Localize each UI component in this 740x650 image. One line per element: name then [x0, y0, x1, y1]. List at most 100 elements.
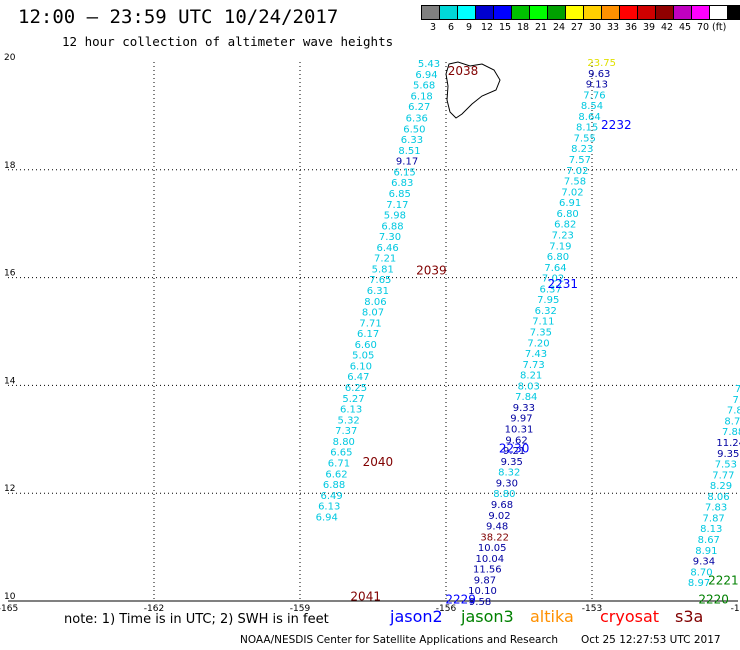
footer-note: note: 1) Time is in UTC; 2) SWH is in fe…: [64, 612, 329, 627]
wave-height-value: 6.83: [391, 178, 413, 189]
wave-height-value: 8.32: [498, 468, 520, 479]
wave-height-value: 7.8: [735, 384, 740, 395]
color-scale-swatch: [475, 5, 495, 20]
wave-height-value: 6.60: [355, 340, 377, 351]
wave-height-value: 7.95: [537, 295, 559, 306]
wave-height-value: 8.54: [581, 101, 603, 112]
wave-height-value: 8.80: [333, 437, 355, 448]
x-tick-label: -159: [290, 604, 311, 614]
wave-height-value: 38.22: [480, 532, 509, 543]
page-title: 12:00 – 23:59 UTC 10/24/2017: [18, 6, 339, 28]
wave-height-value: 6.71: [328, 458, 350, 469]
wave-height-value: 8.15: [576, 123, 598, 134]
color-scale-label: 9: [465, 22, 473, 33]
pass-time-label: 2221: [708, 573, 739, 587]
wave-height-value: 7.65: [369, 275, 391, 286]
wave-height-value: 5.81: [372, 264, 394, 275]
pass-time-label: 2041: [350, 590, 381, 604]
wave-height-value: 11.56: [473, 565, 502, 576]
wave-height-value: 6.15: [394, 167, 416, 178]
color-scale-label: 15: [498, 22, 512, 33]
color-scale-label: 3: [429, 22, 437, 33]
wave-height-value: 10.05: [478, 543, 507, 554]
wave-height-value: 6.94: [415, 70, 437, 81]
wave-height-value: 7.84: [515, 392, 537, 403]
wave-height-value: 6.13: [340, 405, 362, 416]
wave-height-value: 7.11: [532, 317, 554, 328]
wave-height-value: 23.75: [587, 58, 616, 69]
color-scale-swatch: [637, 5, 657, 20]
wave-height-value: 7.55: [574, 133, 596, 144]
wave-height-value: 7.88: [722, 427, 740, 438]
wave-height-value: 7.58: [564, 177, 586, 188]
wave-height-value: 7.37: [335, 426, 357, 437]
generated-timestamp: Oct 25 12:27:53 UTC 2017: [581, 634, 721, 646]
wave-height-value: 5.68: [413, 81, 435, 92]
wave-height-value: 6.33: [401, 135, 423, 146]
pass-time-label: 2230: [499, 441, 530, 455]
color-scale-swatch: [547, 5, 567, 20]
wave-height-value: 6.13: [318, 502, 340, 513]
wave-height-value: 6.47: [347, 372, 369, 383]
wave-height-value: 9.58: [469, 597, 491, 608]
legend-jason3: jason3: [461, 607, 514, 626]
wave-height-value: 9.87: [474, 575, 496, 586]
wave-height-value: 8.13: [700, 524, 722, 535]
wave-height-value: 8.03: [518, 381, 540, 392]
wave-height-value: 11.24: [716, 438, 740, 449]
wave-height-value: 6.18: [411, 91, 433, 102]
wave-height-value: 7.23: [552, 230, 574, 241]
x-tick-label: -165: [0, 604, 18, 614]
y-tick-label: 16: [4, 269, 16, 279]
pass-time-label: 2220: [698, 592, 729, 606]
color-scale-swatch: [529, 5, 549, 20]
wave-height-value: 9.02: [488, 511, 510, 522]
pass-time-label: 2040: [363, 455, 394, 469]
wave-height-value: 8.06: [364, 297, 386, 308]
color-scale-label: 24: [552, 22, 566, 33]
y-tick-label: 12: [4, 484, 15, 494]
wave-height-value: 6.80: [557, 209, 579, 220]
color-scale-swatch: [493, 5, 513, 20]
color-scale-swatch: [601, 5, 621, 20]
wave-height-value: 7.8: [732, 395, 740, 406]
color-scale-swatch: [457, 5, 477, 20]
wave-height-value: 7.35: [530, 328, 552, 339]
color-scale-swatch: [619, 5, 639, 20]
pass-time-label: 2229: [445, 592, 476, 606]
wave-height-value: 10.04: [475, 554, 504, 565]
wave-height-value: 7.30: [379, 232, 401, 243]
island-coastline: [445, 61, 501, 119]
wave-height-value: 5.32: [338, 415, 360, 426]
wave-height-value: 7.20: [527, 338, 549, 349]
color-scale-swatch: [673, 5, 693, 20]
color-scale-label: 42: [660, 22, 674, 33]
wave-height-value: 7.02: [542, 274, 564, 285]
wave-height-value: 8.91: [695, 546, 717, 557]
wave-height-value: 8.75: [724, 416, 740, 427]
wave-height-value: 9.34: [693, 557, 715, 568]
wave-height-value: 10.10: [468, 586, 497, 597]
color-scale-label: 30: [588, 22, 602, 33]
wave-height-value: 6.49: [321, 491, 343, 502]
wave-height-value: 8.67: [698, 535, 720, 546]
wave-height-value: 9.35: [501, 457, 523, 468]
wave-height-value: 6.80: [547, 252, 569, 263]
credit-line: NOAA/NESDIS Center for Satellite Applica…: [240, 634, 558, 646]
wave-height-value: 9.17: [396, 157, 418, 168]
color-scale-swatch: [421, 5, 441, 20]
wave-height-value: 8.07: [362, 308, 384, 319]
wave-height-value: 6.94: [316, 512, 338, 523]
color-scale-swatch: [727, 5, 740, 20]
wave-height-value: 9.30: [496, 478, 518, 489]
color-scale-label: 33: [606, 22, 620, 33]
color-scale-swatch: [655, 5, 675, 20]
wave-height-value: 9.62: [505, 435, 527, 446]
legend-s3a: s3a: [675, 607, 704, 626]
color-scale-label: 21: [534, 22, 548, 33]
color-scale-label: 45: [678, 22, 692, 33]
wave-height-value: 8.70: [690, 567, 712, 578]
y-tick-label: 14: [4, 376, 16, 386]
y-tick-label: 18: [4, 161, 16, 171]
wave-height-value: 7.57: [569, 155, 591, 166]
